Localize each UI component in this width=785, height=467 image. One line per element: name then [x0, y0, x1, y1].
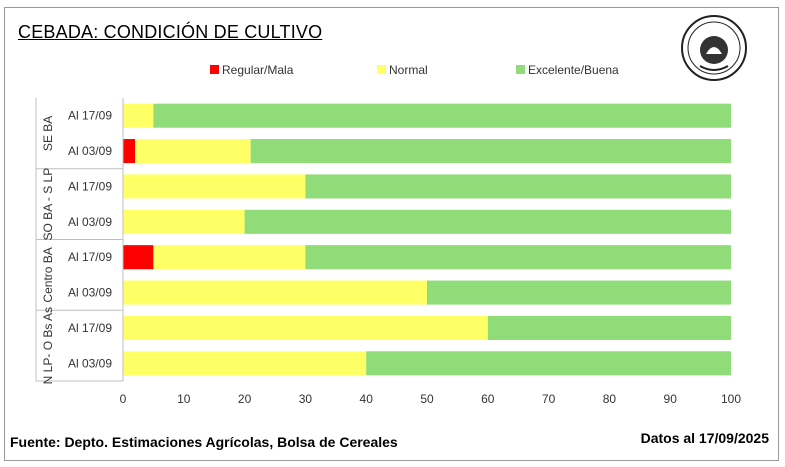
x-tick-label-10: 100 [721, 392, 741, 406]
chart-title: CEBADA: CONDICIÓN DE CULTIVO [18, 22, 323, 42]
x-tick-label-5: 50 [420, 392, 434, 406]
bar-0-1-1 [135, 139, 251, 164]
bar-1-0-1 [123, 174, 306, 199]
x-tick-label-1: 10 [177, 392, 191, 406]
bar-0-0-2 [153, 103, 731, 128]
row-label-0-1: Al 03/09 [68, 144, 112, 158]
group-label-1: SO BA - S LP [41, 168, 55, 241]
bar-0-1-2 [250, 139, 731, 164]
bar-3-1-1 [123, 351, 367, 376]
row-label-2-1: Al 03/09 [68, 286, 112, 300]
bar-1-1-2 [244, 209, 731, 234]
legend-swatch-0 [210, 65, 219, 74]
bar-2-1-1 [123, 280, 427, 305]
bar-0-0-1 [123, 103, 154, 128]
row-label-3-1: Al 03/09 [68, 356, 112, 370]
group-label-3: N LP- O Bs As [41, 307, 55, 384]
chart-frame [4, 7, 779, 461]
x-tick-label-2: 20 [238, 392, 252, 406]
bar-2-0-1 [153, 245, 306, 270]
bar-1-1-1 [123, 209, 245, 234]
x-tick-label-8: 80 [603, 392, 617, 406]
x-tick-label-6: 60 [481, 392, 495, 406]
bar-1-0-2 [305, 174, 731, 199]
bar-3-1-2 [366, 351, 731, 376]
bar-0-1-0 [123, 139, 136, 164]
bar-2-0-0 [123, 245, 154, 270]
row-label-1-0: Al 17/09 [68, 179, 112, 193]
bar-3-0-2 [487, 315, 731, 340]
date-note: Datos al 17/09/2025 [640, 430, 769, 446]
x-tick-label-7: 70 [542, 392, 556, 406]
bar-2-0-2 [305, 245, 731, 270]
x-tick-label-0: 0 [120, 392, 127, 406]
row-label-1-1: Al 03/09 [68, 215, 112, 229]
source-note: Fuente: Depto. Estimaciones Agrícolas, B… [10, 434, 398, 450]
x-tick-label-3: 30 [299, 392, 313, 406]
x-tick-label-4: 40 [360, 392, 374, 406]
group-label-0: SE BA [41, 116, 55, 151]
legend-label-2: Excelente/Buena [528, 63, 619, 77]
row-label-2-0: Al 17/09 [68, 250, 112, 264]
bar-3-0-1 [123, 315, 488, 340]
bolsa-de-cereales-logo [681, 15, 747, 81]
bar-2-1-2 [427, 280, 731, 305]
legend-swatch-2 [516, 65, 525, 74]
row-label-0-0: Al 17/09 [68, 109, 112, 123]
legend-label-0: Regular/Mala [222, 63, 294, 77]
legend-label-1: Normal [389, 63, 428, 77]
x-tick-label-9: 90 [664, 392, 678, 406]
row-label-3-0: Al 17/09 [68, 321, 112, 335]
group-label-2: Centro BA [41, 247, 55, 302]
legend-swatch-1 [377, 65, 386, 74]
